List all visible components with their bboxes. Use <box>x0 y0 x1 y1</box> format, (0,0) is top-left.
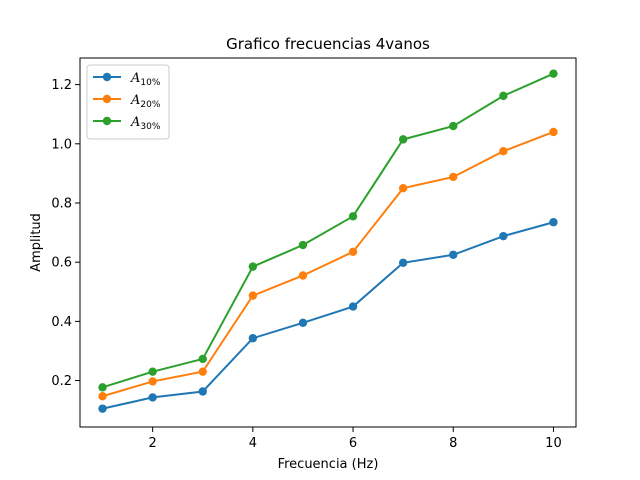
data-point <box>298 271 308 280</box>
data-point <box>549 127 558 137</box>
y-tick-label: 0.8 <box>51 196 72 211</box>
data-point <box>549 69 558 78</box>
data-point <box>398 135 408 144</box>
data-point <box>298 318 308 328</box>
x-axis-label: Frecuencia (Hz) <box>278 457 379 472</box>
plot-frame <box>79 57 577 428</box>
x-tick-label: 2 <box>149 436 157 451</box>
data-point <box>348 247 358 257</box>
data-point <box>98 404 107 413</box>
x-tick-label: 8 <box>449 436 457 451</box>
data-point <box>499 147 508 156</box>
legend-item: A30% <box>93 115 161 132</box>
data-point <box>98 383 107 392</box>
data-point <box>449 250 458 259</box>
legend-marker <box>102 116 112 126</box>
data-point <box>98 392 107 401</box>
series-line <box>102 131 554 398</box>
legend-marker <box>102 94 112 104</box>
data-point <box>499 91 508 101</box>
data-point <box>499 231 508 241</box>
y-axis-label: Amplitud <box>29 213 44 272</box>
y-tick-label: 0.4 <box>51 315 72 330</box>
data-point <box>248 291 258 300</box>
y-tick-label: 0.2 <box>51 374 72 389</box>
series-20pct <box>98 127 558 401</box>
y-axis: 0.2 0.4 0.6 0.8 1.0 1.2 <box>51 78 80 389</box>
legend-label: A10% <box>130 71 161 88</box>
x-tick-label: 6 <box>349 436 357 451</box>
data-point <box>198 367 207 376</box>
data-point <box>549 218 558 227</box>
data-point <box>248 334 258 343</box>
x-axis: 2 4 6 8 10 <box>149 427 562 451</box>
data-point <box>348 302 358 311</box>
y-tick-label: 0.6 <box>51 256 72 271</box>
data-point <box>398 258 408 267</box>
data-point <box>298 240 308 250</box>
data-point <box>148 393 157 402</box>
series-10pct <box>98 218 558 413</box>
data-point <box>449 172 458 182</box>
legend-label: A20% <box>130 93 161 110</box>
chart-title: Grafico frecuencias 4vanos <box>226 35 430 53</box>
data-point <box>198 387 207 396</box>
legend-marker <box>102 72 112 82</box>
data-point <box>398 184 408 193</box>
series-30pct <box>98 69 558 392</box>
data-point <box>148 367 157 376</box>
series-layer <box>98 69 558 413</box>
data-point <box>198 354 207 364</box>
data-point <box>348 212 358 221</box>
y-tick-label: 1.0 <box>51 137 72 152</box>
data-point <box>449 121 458 131</box>
legend-label: A30% <box>130 115 161 132</box>
series-line <box>102 72 554 389</box>
legend-item: A10% <box>93 71 161 88</box>
x-tick-label: 4 <box>249 436 257 451</box>
legend: A10% A20% A30% <box>86 64 170 140</box>
x-tick-label: 10 <box>545 436 562 451</box>
data-point <box>148 377 157 386</box>
series-line <box>102 221 554 410</box>
data-point <box>248 262 258 271</box>
y-tick-label: 1.2 <box>51 78 72 93</box>
legend-item: A20% <box>93 93 161 110</box>
